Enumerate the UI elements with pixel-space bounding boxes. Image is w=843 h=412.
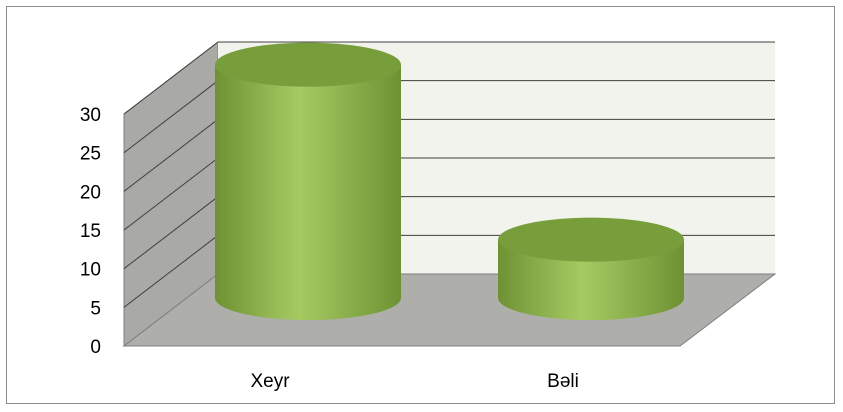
bar-top <box>498 217 684 262</box>
bar-body <box>498 239 684 320</box>
gridline-side <box>123 41 219 115</box>
y-tick-label: 20 <box>80 182 101 203</box>
cylinder-bar-chart: 0 5 10 15 20 25 30 Xeyr Bəli <box>80 40 777 392</box>
gridline-side <box>123 196 219 270</box>
y-tick-label: 5 <box>90 298 101 319</box>
x-category-label: Xeyr <box>250 371 290 392</box>
gridline-side <box>123 157 219 231</box>
gridline-side <box>123 80 219 154</box>
chart-frame: 0 5 10 15 20 25 30 Xeyr Bəli <box>6 6 835 404</box>
y-tick-label: 30 <box>80 105 101 126</box>
bar-xeyr <box>215 42 401 320</box>
gridline-side <box>123 118 219 192</box>
gridline-side <box>123 234 219 308</box>
y-tick-label: 25 <box>80 144 101 165</box>
y-tick-label: 10 <box>80 260 101 281</box>
y-tick-label: 15 <box>80 221 101 242</box>
bar-top <box>215 42 401 87</box>
bar-bəli <box>498 217 684 320</box>
y-tick-label: 0 <box>90 337 101 358</box>
bar-body <box>215 64 401 320</box>
x-category-label: Bəli <box>547 371 579 392</box>
